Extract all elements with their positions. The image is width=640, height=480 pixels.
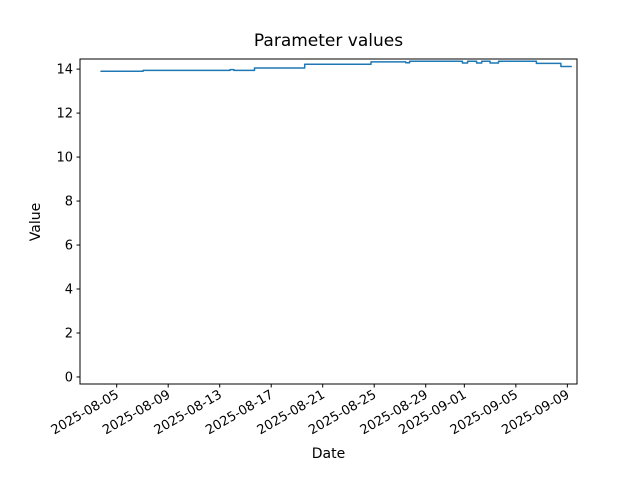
data-line bbox=[100, 60, 572, 73]
chart-title: Parameter values bbox=[253, 31, 404, 51]
y-tick-label: 2 bbox=[65, 326, 73, 341]
x-axis-label: Date bbox=[311, 446, 346, 462]
y-tick-label: 14 bbox=[56, 63, 73, 78]
y-tick-label: 10 bbox=[56, 151, 73, 166]
y-tick-label: 4 bbox=[65, 283, 73, 298]
y-tick-label: 12 bbox=[56, 107, 73, 122]
y-tick-label: 0 bbox=[65, 370, 73, 385]
y-axis-label: Value bbox=[28, 202, 44, 242]
y-tick-label: 6 bbox=[65, 239, 73, 254]
y-tick-label: 8 bbox=[65, 195, 73, 210]
axes-frame bbox=[79, 58, 578, 385]
